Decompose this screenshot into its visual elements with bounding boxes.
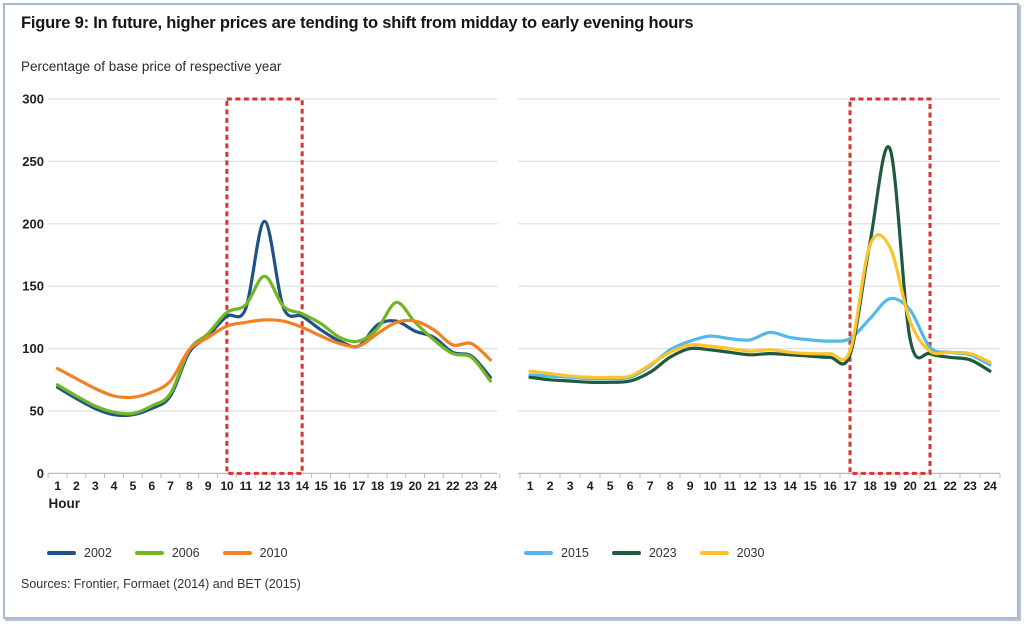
legend-swatch-2023 bbox=[611, 551, 641, 555]
legend-item-2002: 2002 bbox=[47, 546, 112, 560]
x-tick-label: 5 bbox=[130, 479, 137, 493]
x-tick-label: 2 bbox=[547, 479, 554, 493]
x-tick-label: 8 bbox=[667, 479, 674, 493]
series-line-2030 bbox=[528, 233, 992, 380]
legend-label-2010: 2010 bbox=[259, 546, 288, 560]
x-tick-label: 5 bbox=[607, 479, 614, 493]
x-tick-label: 15 bbox=[314, 479, 328, 493]
series-line-2006 bbox=[55, 274, 492, 416]
x-tick-label: 16 bbox=[823, 479, 837, 493]
x-tick-label: 8 bbox=[186, 479, 193, 493]
x-tick-label: 20 bbox=[903, 479, 917, 493]
legend-item-2030: 2030 bbox=[699, 546, 765, 560]
x-tick-label: 23 bbox=[963, 479, 977, 493]
x-tick-label: 24 bbox=[484, 479, 498, 493]
x-tick-label: 9 bbox=[687, 479, 694, 493]
x-tick-label: 3 bbox=[92, 479, 99, 493]
x-tick-label: 15 bbox=[803, 479, 817, 493]
x-tick-label: 17 bbox=[843, 479, 857, 493]
y-tick-label: 50 bbox=[30, 404, 44, 419]
series-line-2023 bbox=[528, 145, 992, 385]
series-line-2015 bbox=[528, 296, 992, 381]
x-tick-label: 6 bbox=[148, 479, 155, 493]
x-tick-label: 4 bbox=[111, 479, 118, 493]
x-tick-label: 4 bbox=[587, 479, 594, 493]
figure-title: Figure 9: In future, higher prices are t… bbox=[21, 14, 694, 32]
x-tick-label: 16 bbox=[333, 479, 347, 493]
x-tick-label: 13 bbox=[763, 479, 777, 493]
x-tick-label: 12 bbox=[743, 479, 757, 493]
x-tick-label: 2 bbox=[73, 479, 80, 493]
legend-left: 2002 2006 2010 bbox=[47, 546, 287, 560]
legend-item-2010: 2010 bbox=[222, 546, 288, 560]
x-tick-label: 19 bbox=[390, 479, 404, 493]
x-tick-label: 14 bbox=[296, 479, 310, 493]
y-tick-label: 250 bbox=[22, 154, 44, 169]
x-tick-label: 20 bbox=[409, 479, 423, 493]
x-tick-label: 1 bbox=[527, 479, 534, 493]
legend-label-2002: 2002 bbox=[84, 546, 112, 560]
y-tick-label: 300 bbox=[22, 92, 44, 107]
x-tick-label: 21 bbox=[923, 479, 937, 493]
x-tick-label: 11 bbox=[724, 479, 737, 493]
x-tick-label: 9 bbox=[205, 479, 212, 493]
x-tick-label: 10 bbox=[220, 479, 234, 493]
y-tick-label: 150 bbox=[22, 279, 44, 294]
x-tick-label: 7 bbox=[647, 479, 654, 493]
legend-right: 2015 2023 2030 bbox=[524, 546, 764, 560]
x-tick-label: 22 bbox=[446, 479, 460, 493]
x-axis-title: Hour bbox=[49, 496, 81, 511]
series-line-2010 bbox=[55, 318, 492, 400]
x-tick-label: 10 bbox=[703, 479, 717, 493]
legend-label-2006: 2006 bbox=[171, 546, 200, 560]
legend-label-2015: 2015 bbox=[561, 546, 589, 560]
y-tick-label: 100 bbox=[22, 341, 44, 356]
x-tick-label: 14 bbox=[783, 479, 797, 493]
x-tick-label: 24 bbox=[983, 479, 997, 493]
sources-note: Sources: Frontier, Formaet (2014) and BE… bbox=[21, 577, 301, 591]
y-tick-label: 200 bbox=[22, 216, 44, 231]
legend-swatch-2002 bbox=[47, 551, 76, 555]
x-tick-label: 3 bbox=[567, 479, 574, 493]
x-tick-label: 13 bbox=[277, 479, 291, 493]
legend-swatch-2015 bbox=[524, 551, 553, 555]
x-tick-label: 11 bbox=[239, 479, 252, 493]
x-tick-label: 23 bbox=[465, 479, 479, 493]
legend-label-2023: 2023 bbox=[648, 546, 677, 560]
legend-swatch-2030 bbox=[699, 551, 729, 555]
legend-item-2015: 2015 bbox=[524, 546, 589, 560]
highlight-box bbox=[848, 97, 932, 475]
x-tick-label: 7 bbox=[167, 479, 174, 493]
legend-swatch-2006 bbox=[134, 551, 164, 555]
legend-swatch-2010 bbox=[222, 551, 252, 555]
figure-subtitle: Percentage of base price of respective y… bbox=[21, 59, 282, 74]
x-tick-label: 12 bbox=[258, 479, 272, 493]
x-tick-label: 17 bbox=[352, 479, 366, 493]
x-tick-label: 21 bbox=[427, 479, 441, 493]
x-tick-label: 6 bbox=[627, 479, 634, 493]
legend-label-2030: 2030 bbox=[736, 546, 765, 560]
legend-item-2006: 2006 bbox=[134, 546, 200, 560]
highlight-box bbox=[225, 97, 304, 475]
x-tick-label: 19 bbox=[883, 479, 897, 493]
x-tick-label: 22 bbox=[943, 479, 957, 493]
x-tick-label: 18 bbox=[863, 479, 877, 493]
x-tick-label: 18 bbox=[371, 479, 385, 493]
x-tick-label: 1 bbox=[54, 479, 61, 493]
y-tick-label: 0 bbox=[37, 466, 44, 481]
legend-item-2023: 2023 bbox=[611, 546, 677, 560]
